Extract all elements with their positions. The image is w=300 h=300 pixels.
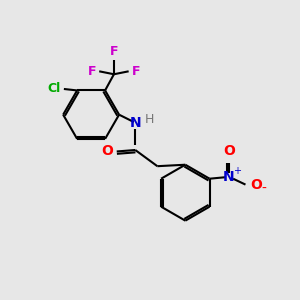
Text: H: H	[145, 112, 154, 126]
Text: F: F	[132, 65, 140, 78]
Text: F: F	[88, 65, 96, 78]
Text: F: F	[110, 45, 118, 58]
Text: O: O	[250, 178, 262, 192]
Text: O: O	[223, 144, 235, 158]
Text: -: -	[262, 182, 266, 196]
Text: N: N	[223, 170, 235, 184]
Text: Cl: Cl	[48, 82, 61, 95]
Text: +: +	[233, 166, 241, 176]
Text: N: N	[130, 116, 141, 130]
Text: O: O	[101, 145, 113, 158]
